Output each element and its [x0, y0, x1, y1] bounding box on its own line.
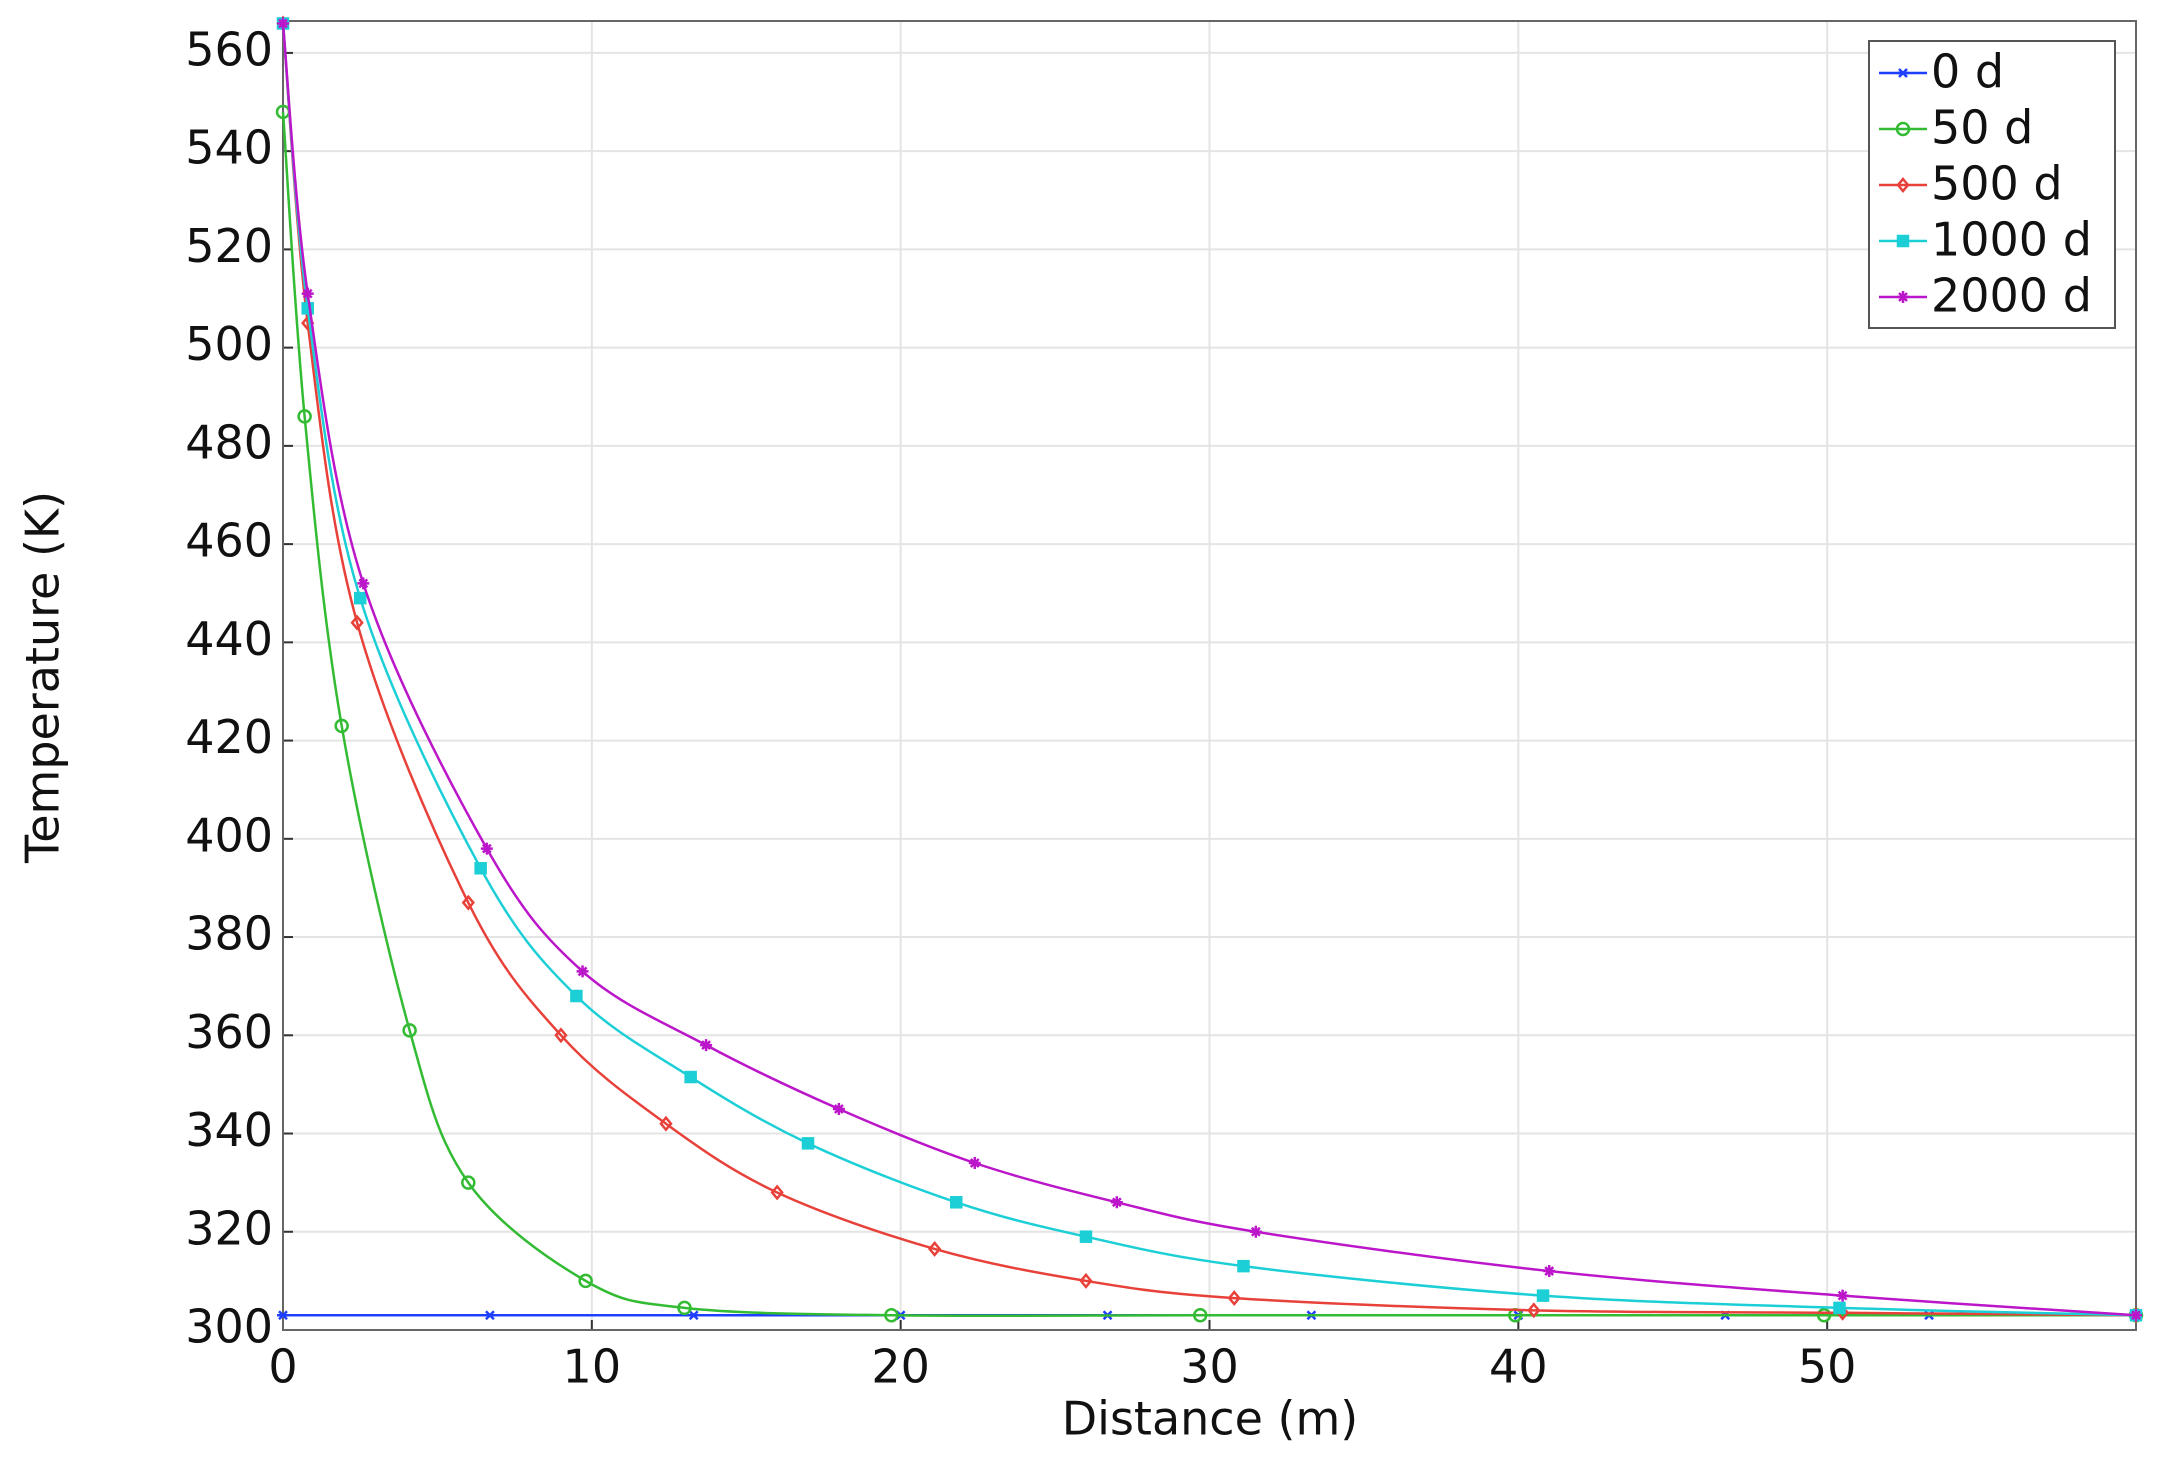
- marker: [700, 1039, 713, 1052]
- marker: [1536, 1289, 1550, 1302]
- marker: [554, 1027, 568, 1044]
- marker: [350, 614, 364, 631]
- y-tick-label: 560: [185, 22, 273, 76]
- marker: [353, 591, 367, 605]
- y-tick-label: 480: [185, 415, 273, 469]
- marker: [677, 1300, 692, 1316]
- marker: [334, 718, 349, 734]
- legend-label: 0 d: [1931, 45, 2004, 99]
- marker: [297, 409, 312, 424]
- marker: [950, 1196, 963, 1209]
- marker: [770, 1184, 784, 1201]
- marker: [684, 1070, 697, 1084]
- series-line: [281, 111, 2136, 1318]
- marker: [277, 1310, 289, 1321]
- marker: [884, 1308, 899, 1323]
- marker: [1527, 1302, 1541, 1319]
- marker: [1833, 1301, 1846, 1315]
- marker: [968, 1157, 981, 1169]
- y-tick-label: 440: [185, 612, 273, 666]
- y-tick-label: 300: [185, 1300, 273, 1354]
- marker: [832, 1102, 845, 1115]
- marker: [1543, 1265, 1556, 1278]
- y-tick-label: 400: [185, 808, 273, 862]
- marker: [659, 1115, 673, 1132]
- x-tick-label: 50: [1798, 1340, 1857, 1394]
- x-tick-label: 10: [563, 1340, 622, 1394]
- x-tick-label: 40: [1489, 1340, 1548, 1394]
- marker: [2130, 1309, 2142, 1322]
- marker: [1227, 1290, 1241, 1307]
- marker: [1237, 1259, 1250, 1273]
- marker: [483, 1310, 496, 1321]
- x-tick-label: 20: [871, 1340, 930, 1394]
- marker: [928, 1240, 942, 1257]
- marker: [1836, 1289, 1849, 1302]
- y-axis-label: Temperature (K): [16, 491, 70, 864]
- marker: [1079, 1230, 1093, 1243]
- y-tick-label: 500: [185, 317, 273, 371]
- marker: [578, 1273, 593, 1289]
- marker: [474, 862, 487, 875]
- marker: [687, 1310, 700, 1321]
- marker: [357, 577, 370, 590]
- marker: [301, 287, 314, 300]
- y-tick-label: 360: [185, 1005, 273, 1059]
- legend-label: 1000 d: [1931, 213, 2092, 267]
- marker: [1896, 177, 1910, 193]
- marker: [1192, 1308, 1208, 1323]
- x-tick-label: 30: [1180, 1340, 1239, 1394]
- marker: [1896, 234, 1910, 248]
- marker: [1249, 1225, 1262, 1238]
- legend-label: 2000 d: [1931, 269, 2092, 323]
- series-line: [281, 23, 2137, 1317]
- marker: [1816, 1308, 1832, 1323]
- marker: [277, 17, 289, 30]
- marker: [1897, 291, 1909, 303]
- marker: [801, 1137, 815, 1150]
- legend-label: 500 d: [1931, 157, 2063, 211]
- marker: [1079, 1272, 1093, 1289]
- marker: [1895, 121, 1911, 137]
- marker: [1897, 68, 1909, 78]
- marker: [576, 965, 589, 978]
- plot-frame: [282, 20, 2137, 1331]
- x-tick-label: 0: [268, 1340, 297, 1394]
- marker: [402, 1023, 417, 1038]
- y-tick-label: 380: [185, 907, 273, 961]
- y-tick-label: 420: [185, 710, 273, 764]
- marker: [301, 302, 314, 315]
- marker: [461, 894, 475, 911]
- y-tick-label: 460: [185, 514, 273, 568]
- y-tick-label: 520: [185, 219, 273, 273]
- marker: [480, 842, 493, 855]
- y-tick-label: 540: [185, 121, 273, 175]
- y-tick-label: 320: [185, 1201, 273, 1255]
- marker: [1110, 1196, 1123, 1209]
- x-axis-label: Distance (m): [1062, 1392, 1358, 1446]
- marker: [461, 1175, 476, 1190]
- marker: [570, 989, 583, 1003]
- y-tick-label: 340: [185, 1103, 273, 1157]
- legend-label: 50 d: [1931, 101, 2033, 155]
